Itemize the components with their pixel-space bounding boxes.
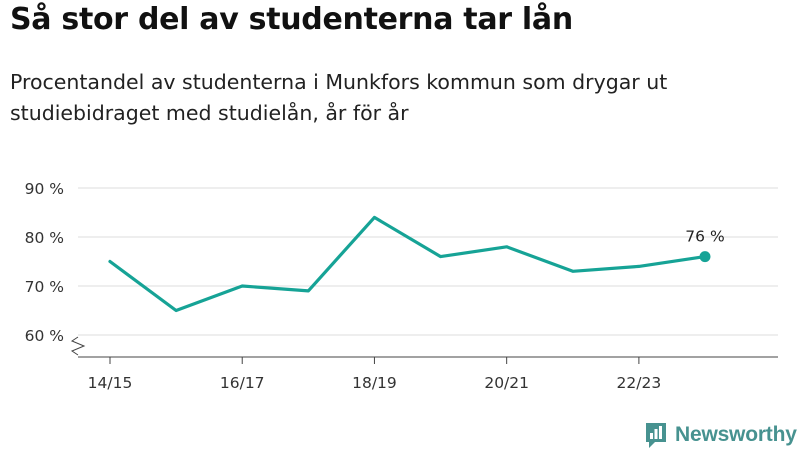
end-value-label: 76 %	[685, 228, 724, 246]
grid-lines	[78, 187, 778, 336]
x-tick-label: 16/17	[220, 374, 265, 392]
y-tick-label: 60 %	[25, 327, 64, 345]
x-tick-label: 14/15	[88, 374, 133, 392]
x-tick-label: 20/21	[484, 374, 529, 392]
chart-title: Så stor del av studenterna tar lån	[10, 2, 573, 37]
y-axis-tick-labels: 60 % 70 % 80 % 90 %	[25, 180, 64, 345]
end-point-marker	[699, 251, 711, 263]
x-tick-label: 22/23	[617, 374, 662, 392]
x-tick-label: 18/19	[352, 374, 397, 392]
series-line	[108, 215, 707, 313]
chart-subtitle: Procentandel av studenterna i Munkfors k…	[10, 70, 668, 125]
x-axis: 14/15 16/17 18/19 20/21 22/23	[70, 336, 778, 392]
y-tick-label: 90 %	[25, 180, 64, 198]
axis-break-mark	[70, 336, 86, 356]
series-layer: 76 %	[108, 215, 725, 313]
brand-logo: Newsworthy	[644, 420, 797, 450]
y-tick-label: 70 %	[25, 278, 64, 296]
brand-name: Newsworthy	[675, 423, 797, 446]
y-tick-label: 80 %	[25, 229, 64, 247]
newsworthy-logo-icon	[646, 423, 666, 448]
